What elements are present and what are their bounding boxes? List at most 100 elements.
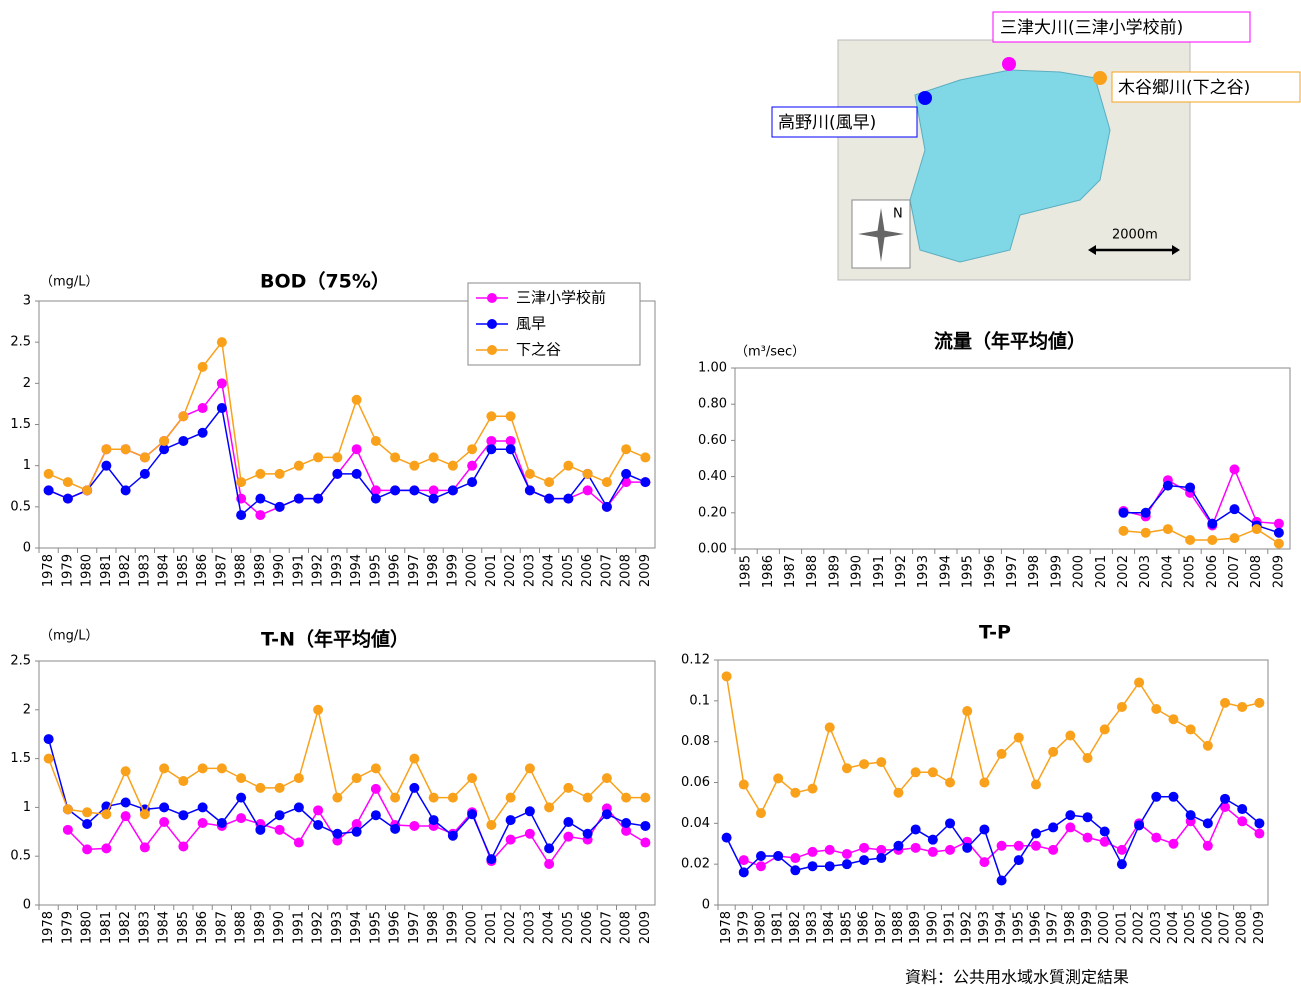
x-tick-label: 2009 — [638, 911, 653, 944]
x-tick-label: 1994 — [994, 911, 1009, 944]
data-point — [996, 748, 1007, 759]
data-point — [1185, 724, 1196, 735]
bay — [909, 69, 1111, 263]
data-point — [1151, 791, 1162, 802]
data-point — [486, 435, 497, 446]
data-point — [790, 853, 801, 864]
x-tick-label: 1978 — [719, 911, 734, 944]
data-point — [62, 477, 73, 488]
data-point — [807, 846, 818, 857]
data-point — [486, 411, 497, 422]
data-point — [274, 468, 285, 479]
x-tick-label: 1998 — [1063, 911, 1078, 944]
data-point — [447, 460, 458, 471]
data-point — [390, 452, 401, 463]
x-tick-label: 1989 — [827, 555, 842, 588]
data-point — [640, 452, 651, 463]
data-point — [351, 444, 362, 455]
data-point — [621, 444, 632, 455]
data-point — [274, 810, 285, 821]
data-point — [927, 767, 938, 778]
data-point — [409, 460, 420, 471]
x-tick-label: 1993 — [977, 911, 992, 944]
y-tick-label: 2 — [23, 376, 31, 391]
x-tick-label: 2009 — [1252, 911, 1267, 944]
data-point — [544, 493, 555, 504]
data-point — [409, 485, 420, 496]
x-tick-label: 1990 — [850, 555, 865, 588]
data-point — [962, 842, 973, 853]
x-tick-label: 1985 — [176, 911, 191, 944]
data-point — [1168, 791, 1179, 802]
data-point — [1251, 524, 1262, 535]
chart-title: T-N（年平均値） — [261, 628, 409, 651]
data-point — [640, 837, 651, 848]
data-point — [505, 435, 516, 446]
y-tick-label: 0.60 — [698, 433, 727, 448]
y-tick-label: 0.80 — [698, 397, 727, 412]
x-tick-label: 2008 — [1235, 911, 1250, 944]
data-point — [197, 427, 208, 438]
series-line — [743, 805, 1260, 868]
data-point — [139, 842, 150, 853]
north-label: N — [893, 207, 903, 222]
data-point — [582, 485, 593, 496]
x-tick-label: 1979 — [736, 911, 751, 944]
data-point — [101, 809, 112, 820]
data-point — [1168, 838, 1179, 849]
data-point — [101, 444, 112, 455]
data-point — [1237, 816, 1248, 827]
data-point — [1237, 701, 1248, 712]
data-point — [505, 444, 516, 455]
x-tick-label: 2005 — [561, 554, 576, 587]
x-tick-label: 1998 — [426, 911, 441, 944]
data-point — [447, 792, 458, 803]
data-point — [1162, 480, 1173, 491]
data-point — [524, 763, 535, 774]
y-tick-label: 0.08 — [681, 734, 710, 749]
data-point — [370, 783, 381, 794]
x-tick-label: 2004 — [542, 911, 557, 944]
x-tick-label: 1986 — [857, 911, 872, 944]
y-tick-label: 0 — [23, 898, 31, 913]
data-point — [1116, 844, 1127, 855]
data-point — [1273, 527, 1284, 538]
data-point — [139, 452, 150, 463]
data-point — [544, 802, 555, 813]
data-point — [1134, 820, 1145, 831]
legend-label: 下之谷 — [516, 341, 561, 359]
data-point — [274, 824, 285, 835]
y-tick-label: 2.5 — [10, 335, 31, 350]
data-point — [1162, 524, 1173, 535]
plot-area — [734, 367, 1291, 550]
data-point — [1140, 527, 1151, 538]
data-point — [255, 493, 266, 504]
data-point — [859, 842, 870, 853]
x-tick-label: 1987 — [214, 911, 229, 944]
data-point — [82, 818, 93, 829]
x-tick-label: 2003 — [1138, 555, 1153, 588]
data-point — [738, 867, 749, 878]
x-tick-label: 1993 — [330, 911, 345, 944]
data-point — [159, 435, 170, 446]
data-point — [841, 763, 852, 774]
data-point — [428, 815, 439, 826]
x-tick-label: 1995 — [961, 555, 976, 588]
chart-title: T-P — [979, 622, 1011, 644]
y-tick-label: 1 — [23, 800, 31, 815]
x-tick-label: 1987 — [214, 554, 229, 587]
x-tick-label: 1993 — [330, 554, 345, 587]
data-point — [524, 485, 535, 496]
x-tick-label: 1979 — [60, 554, 75, 587]
source-note: 資料：公共用水域水質測定結果 — [905, 968, 1129, 987]
y-tick-label: 0.04 — [681, 816, 710, 831]
data-point — [807, 783, 818, 794]
data-point — [945, 818, 956, 829]
data-point — [1082, 832, 1093, 843]
data-point — [332, 835, 343, 846]
x-tick-label: 1985 — [739, 555, 754, 588]
data-point — [876, 853, 887, 864]
x-tick-label: 1982 — [788, 911, 803, 944]
x-tick-label: 1986 — [761, 555, 776, 588]
